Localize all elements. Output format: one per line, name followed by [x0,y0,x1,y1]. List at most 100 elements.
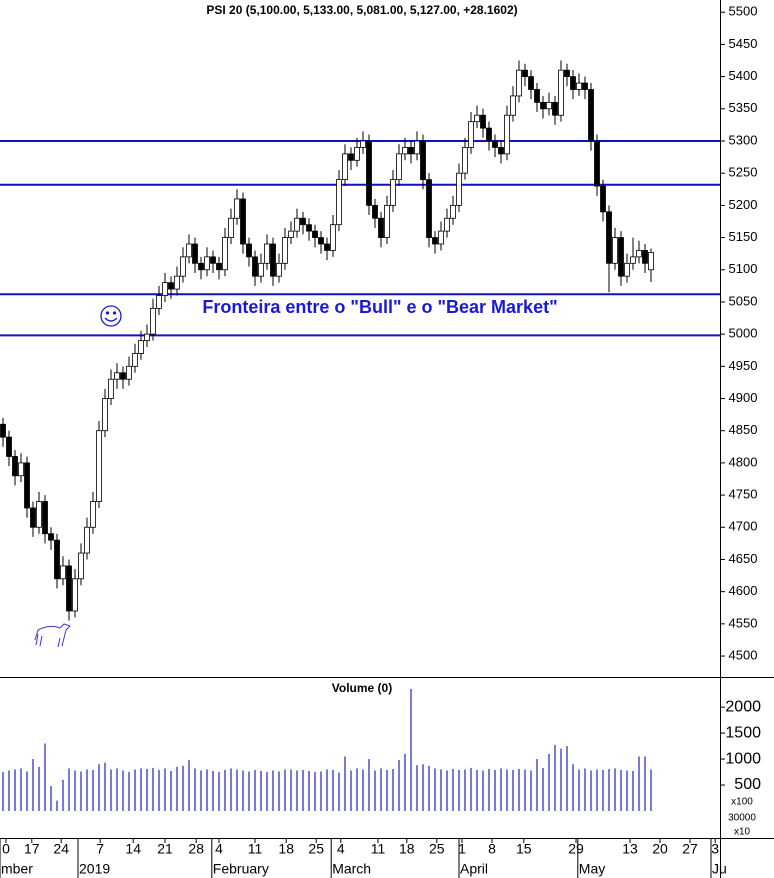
candle-body [492,140,498,148]
x-tick-label: 28 [188,841,204,857]
candle-body [588,89,594,142]
candle-body [276,262,282,277]
candle-body [90,501,96,528]
y-tick-label: 5300 [729,132,758,147]
x-tick-label: 21 [157,841,173,857]
candle-body [210,256,216,264]
x-tick-label: 1 [458,841,466,857]
candle-body [0,423,6,438]
candle-body [54,539,60,580]
x-tick-label: 18 [399,841,415,857]
month-label: May [579,861,605,877]
candle-body [540,101,546,110]
candle-body [432,237,438,245]
candle-body [156,295,162,309]
candle-body [600,185,606,213]
candle-body [294,217,300,232]
y-tick-label: 5000 [729,326,758,341]
x-tick-label: 4 [215,841,223,857]
candle-body [204,256,210,271]
candle-body [24,462,30,509]
x-tick-label: 25 [308,841,324,857]
y-tick-label: 4600 [729,583,758,598]
candle-body [228,217,234,238]
x-tick-label: 11 [371,841,386,857]
candle-body [114,372,120,380]
candle-body [198,262,204,271]
candle-body [258,262,264,277]
y-tick-label: 4750 [729,487,758,502]
x-tick-label: 20 [652,841,668,857]
volume-tick-label: 1000 [725,750,761,767]
candle-body [618,237,624,277]
candle-body [474,114,480,123]
volume-tick-label: 2000 [725,698,761,715]
candle-body [234,198,240,219]
candle-body [288,230,294,238]
candle-body [444,217,450,232]
candle-body [102,398,108,432]
y-tick-label: 5400 [729,68,758,83]
candle-body [300,217,306,226]
candle-body [558,69,564,116]
axis-note: 30000 [728,813,756,824]
bull-icon [34,623,71,648]
month-label: mber [1,861,33,877]
y-tick-label: 5350 [729,100,758,115]
x-tick-label: 15 [516,841,532,857]
candle-body [408,147,414,155]
candle-body [378,217,384,238]
candle-body [420,140,426,181]
candle-body [42,501,48,535]
candle-body [342,153,348,181]
candle-body [126,365,132,380]
candle-body [648,251,654,271]
x-tick-label: 24 [53,841,69,857]
candle-body [30,507,36,528]
candle-body [438,230,444,245]
candle-body [564,69,570,78]
month-label: February [213,861,269,877]
candle-body [552,101,558,116]
candle-body [174,275,180,290]
x-tick-label: 25 [429,841,445,857]
candle-body [270,243,276,277]
chart-title: PSI 20 (5,100.00, 5,133.00, 5,081.00, 5,… [206,3,517,17]
candle-body [456,172,462,206]
candle-body [522,69,528,78]
x-tick-label: 14 [125,841,141,857]
y-tick-label: 5200 [729,197,758,212]
y-tick-label: 4850 [729,422,758,437]
candle-body [366,140,372,206]
candle-body [78,552,84,580]
volume-unit: x100 [731,797,753,808]
candle-body [306,224,312,232]
x-tick-label: 11 [248,841,263,857]
y-tick-label: 4950 [729,358,758,373]
x-tick-label: 0 [2,841,10,857]
candle-body [576,82,582,90]
y-tick-label: 5150 [729,229,758,244]
candle-body [450,204,456,219]
candle-body [66,565,72,612]
candle-body [180,256,186,277]
candle-body [264,243,270,264]
x-tick-label: 8 [488,841,496,857]
candle-body [282,237,288,264]
candle-body [192,243,198,264]
y-tick-label: 5250 [729,165,758,180]
x-tick-label: 29 [568,841,584,857]
candle-body [606,211,612,264]
candle-body [384,204,390,238]
month-label: Ju [712,861,727,877]
y-tick-label: 5450 [729,36,758,51]
candle-body [120,372,126,380]
candle-body [162,282,168,296]
volume-tick-label: 1500 [725,724,761,741]
candle-body [150,307,156,335]
smiley-icon [100,305,122,327]
candle-body [390,179,396,206]
candle-body [84,526,90,554]
